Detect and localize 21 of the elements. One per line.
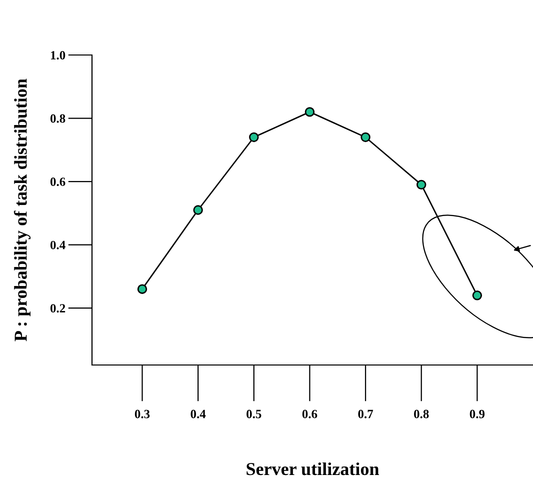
point (249, 132, 259, 142)
y-tick-label: 0.8 (50, 114, 66, 123)
x-tick-label: 0.9 (470, 410, 485, 418)
y-tick-label: 0.6 (50, 178, 66, 186)
x-axis-title: Server utilization (246, 462, 380, 476)
x-tick-label: 0.3 (134, 410, 150, 418)
point (360, 132, 370, 142)
point (472, 290, 482, 300)
point (416, 180, 426, 190)
x-tick-label: 0.8 (414, 410, 429, 418)
point (137, 284, 148, 294)
y-tick-label: 1.0 (50, 51, 66, 60)
y-tick-label: 0.4 (50, 240, 66, 250)
point (193, 205, 203, 215)
x-tick-label: 0.6 (302, 410, 318, 418)
x-tick-label: 0.5 (246, 410, 262, 418)
y-tick-label: 0.2 (50, 304, 66, 313)
x-tick-label: 0.4 (190, 410, 206, 418)
x-tick-label: 0.7 (358, 410, 374, 418)
point (304, 107, 315, 117)
y-axis-title: P : probability of task distribution (14, 78, 31, 342)
